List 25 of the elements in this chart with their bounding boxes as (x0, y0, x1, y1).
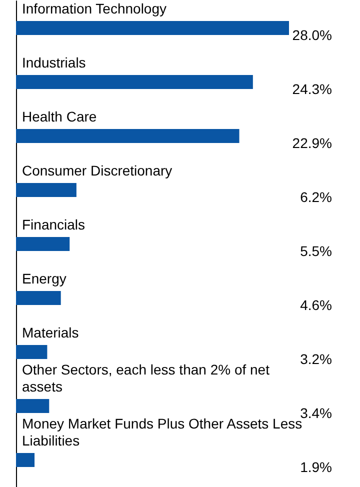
bar (16, 20, 289, 35)
bar (16, 452, 35, 467)
y-tick-label: Financials (22, 216, 86, 232)
bar (16, 398, 50, 413)
y-tick-label: Other Sectors, each less than 2% of net assets (22, 361, 274, 394)
y-tick-label: Information Technology (22, 0, 166, 16)
data-label: 22.9% (292, 134, 332, 151)
data-label: 5.5% (300, 242, 332, 259)
bar (16, 290, 61, 305)
bar (16, 128, 240, 143)
bar (16, 344, 48, 359)
y-tick-label: Consumer Discretionary (22, 162, 172, 178)
data-label: 1.9% (300, 458, 332, 475)
y-tick-label: Energy (22, 270, 66, 286)
data-label: 4.6% (300, 296, 332, 313)
y-tick-label: Materials (22, 324, 79, 340)
bar (16, 236, 70, 251)
bar (16, 74, 253, 89)
data-label: 6.2% (300, 188, 332, 205)
data-label: 24.3% (292, 80, 332, 97)
y-tick-label: Industrials (22, 54, 86, 70)
bar (16, 182, 76, 197)
y-tick-label: Health Care (22, 108, 97, 124)
data-label: 28.0% (292, 26, 332, 43)
data-label: 3.2% (300, 350, 332, 367)
